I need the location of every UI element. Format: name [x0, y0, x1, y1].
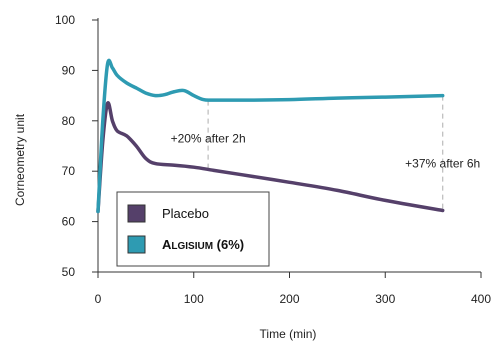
x-tick-label: 300: [375, 292, 395, 306]
legend-label-algisium-part-a: A: [162, 237, 172, 252]
x-tick-label: 400: [471, 292, 491, 306]
annotation-label: +37% after 6h: [405, 157, 480, 171]
series-lines: [96, 58, 445, 214]
series-line-placebo: [96, 101, 445, 214]
x-axis-title: Time (min): [260, 327, 317, 341]
y-axis-title: Corneometry unit: [13, 113, 27, 206]
y-tick-label: 90: [62, 63, 76, 77]
y-tick-label: 100: [55, 13, 75, 27]
legend-swatch-placebo: [127, 204, 146, 223]
annotation-label: +20% after 2h: [171, 131, 246, 145]
annotations: +20% after 2h +37% after 6h: [171, 95, 480, 211]
legend-label-algisium: ALGISIUM (6%): [162, 237, 244, 252]
x-tick-label: 100: [184, 292, 204, 306]
y-tick-label: 80: [62, 114, 76, 128]
legend-box: [116, 191, 270, 267]
legend-label-algisium-part-lgisium: LGISIUM: [171, 241, 213, 252]
legend-label-placebo: Placebo: [162, 206, 209, 221]
legend: Placebo ALGISIUM (6%): [116, 191, 270, 267]
x-tick-label: 0: [95, 292, 102, 306]
y-tick-label: 50: [62, 265, 76, 279]
legend-label-algisium-part-pct: (6%): [213, 237, 244, 252]
series-line-algisium: [96, 58, 445, 214]
y-tick-label: 60: [62, 215, 76, 229]
x-tick-label: 200: [279, 292, 299, 306]
axes: 50 60 70 80 90 100 0 100 200 300 400: [55, 13, 491, 306]
y-tick-label: 70: [62, 164, 76, 178]
legend-swatch-algisium: [127, 235, 146, 254]
